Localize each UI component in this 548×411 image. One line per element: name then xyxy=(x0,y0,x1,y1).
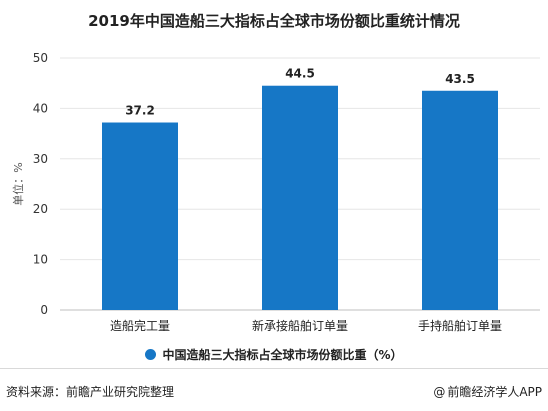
bar xyxy=(422,90,498,310)
footer: 资料来源：前瞻产业研究院整理 @ 前瞻经济学人APP xyxy=(0,368,548,411)
source-note: 资料来源：前瞻产业研究院整理 xyxy=(6,385,175,399)
bar xyxy=(262,85,338,310)
data-label: 37.2 xyxy=(125,104,155,118)
data-label: 44.5 xyxy=(285,67,315,81)
credit: @ 前瞻经济学人APP xyxy=(433,383,542,400)
x-tick-label: 新承接船舶订单量 xyxy=(252,318,348,333)
x-tick-label: 造船完工量 xyxy=(110,318,170,333)
chart-title: 2019年中国造船三大指标占全球市场份额比重统计情况 xyxy=(88,12,460,30)
at-icon: @ xyxy=(433,385,446,399)
legend-label: 中国造船三大指标占全球市场份额比重（%） xyxy=(162,348,403,362)
bar xyxy=(102,122,178,311)
credit-label: 前瞻经济学人APP xyxy=(447,385,542,399)
y-axis-label: 单位：% xyxy=(11,162,25,205)
legend-marker xyxy=(145,349,157,360)
y-tick-label: 40 xyxy=(33,101,48,115)
y-tick-label: 10 xyxy=(33,253,48,267)
legend: 中国造船三大指标占全球市场份额比重（%） xyxy=(0,346,548,363)
data-label: 43.5 xyxy=(445,72,475,86)
y-tick-label: 50 xyxy=(33,51,48,65)
y-tick-label: 30 xyxy=(33,152,48,166)
y-tick-label: 0 xyxy=(40,303,48,317)
y-tick-label: 20 xyxy=(33,202,48,216)
x-tick-label: 手持船舶订单量 xyxy=(418,318,502,333)
bar-chart: 0 10 20 30 40 50 单位：% 37.2 造船完工量 44.5 新承接船舶订单量 43.5… xyxy=(11,51,540,333)
